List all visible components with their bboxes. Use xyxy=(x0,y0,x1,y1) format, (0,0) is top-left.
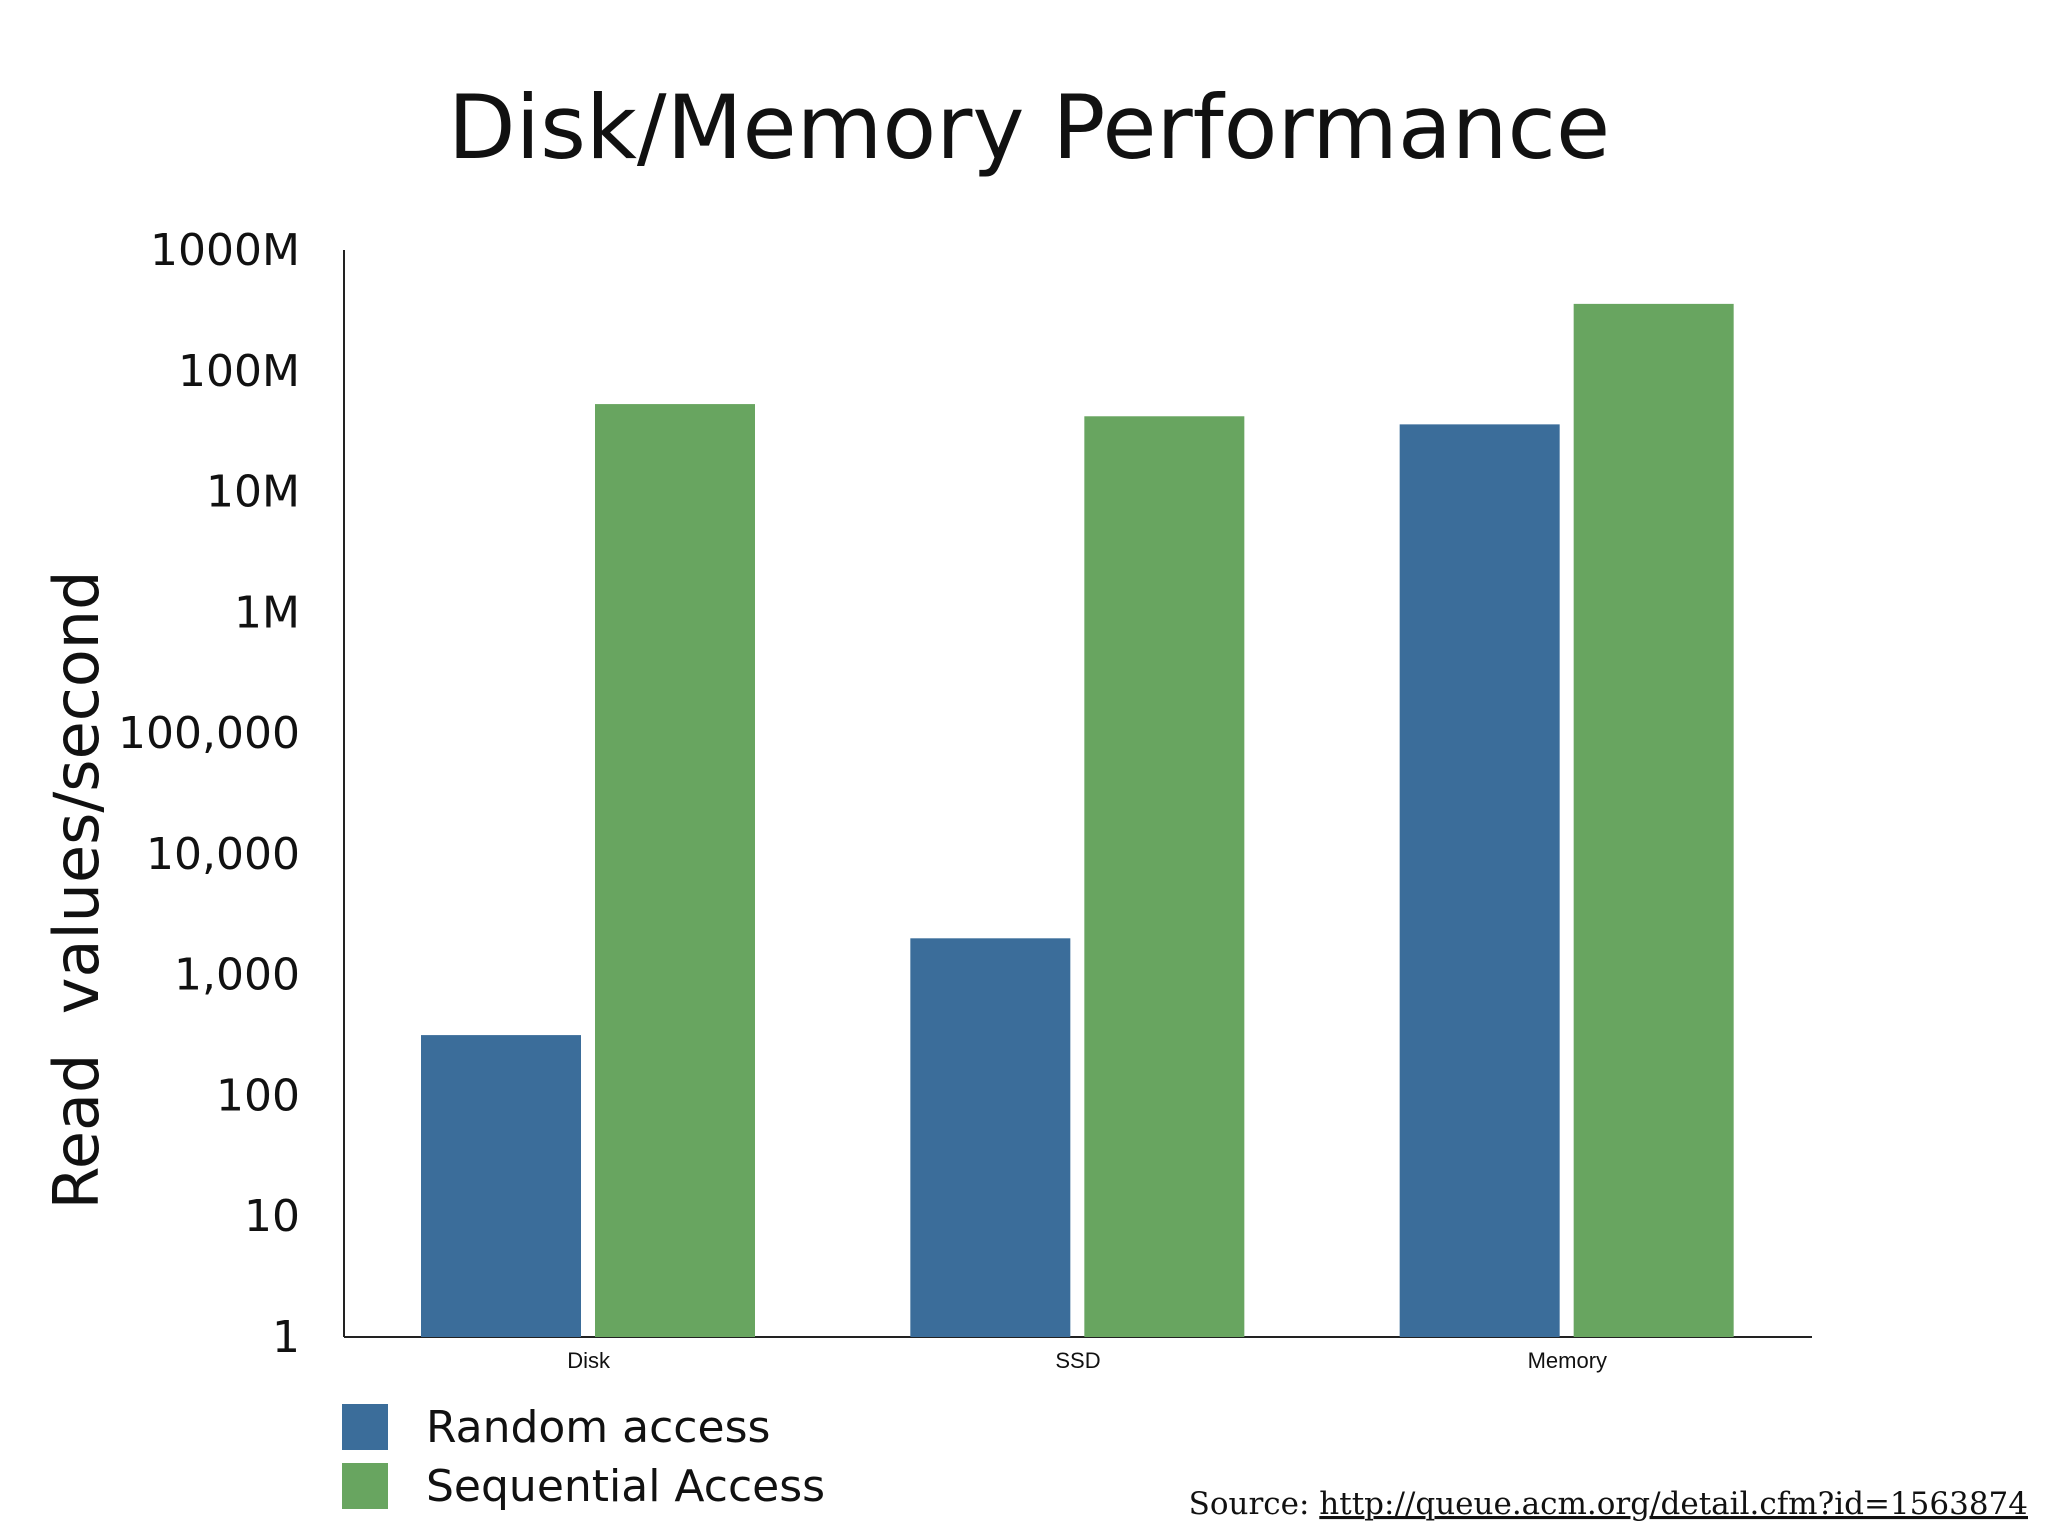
y-tick-label-1m: 1M xyxy=(234,587,300,638)
y-tick-label-10: 10 xyxy=(244,1191,300,1242)
svg-text:Source: http://queue.acm.org/d: Source: http://queue.acm.org/detail.cfm?… xyxy=(1189,1486,2028,1522)
legend-swatch-sequential-access xyxy=(342,1463,388,1509)
legend: Random access Sequential Access xyxy=(342,1402,825,1512)
y-tick-label-1: 1 xyxy=(272,1312,300,1363)
y-tick-label-100: 100 xyxy=(216,1070,300,1121)
bar-disk-random-access xyxy=(421,1035,581,1337)
x-tick-label-disk: Disk xyxy=(567,1348,611,1373)
bar-ssd-random-access xyxy=(910,938,1071,1337)
x-tick-label-ssd: SSD xyxy=(1055,1348,1100,1373)
bar-ssd-sequential-access xyxy=(1084,416,1245,1337)
y-tick-label-100-000: 100,000 xyxy=(118,708,300,759)
x-tick-labels: Disk SSD Memory xyxy=(567,1348,1607,1373)
y-tick-label-1000m: 1000M xyxy=(150,225,300,276)
bar-disk-sequential-access xyxy=(595,404,755,1338)
bar-memory-random-access xyxy=(1399,424,1560,1337)
source-link[interactable]: http://queue.acm.org/detail.cfm?id=15638… xyxy=(1319,1486,2028,1522)
y-tick-label-10m: 10M xyxy=(206,467,300,518)
y-axis-label: Read values/second xyxy=(40,571,113,1210)
chart-title: Disk/Memory Performance xyxy=(448,76,1610,179)
source-prefix: Source: xyxy=(1189,1486,1320,1522)
y-tick-label-1-000: 1,000 xyxy=(174,950,300,1001)
y-tick-label-10-000: 10,000 xyxy=(146,829,300,880)
source-note: Source: http://queue.acm.org/detail.cfm?… xyxy=(1189,1486,2028,1522)
legend-swatch-random-access xyxy=(342,1404,388,1450)
y-tick-label-100m: 100M xyxy=(178,346,300,397)
bar-memory-sequential-access xyxy=(1573,303,1734,1338)
legend-label-sequential-access: Sequential Access xyxy=(426,1461,825,1512)
x-tick-label-memory: Memory xyxy=(1528,1348,1607,1373)
bars xyxy=(421,303,1734,1338)
y-tick-labels: 1 10 100 1,000 10,000 100,000 1M 10M 100M 1000M xyxy=(118,225,300,1363)
legend-label-random-access: Random access xyxy=(426,1402,770,1453)
